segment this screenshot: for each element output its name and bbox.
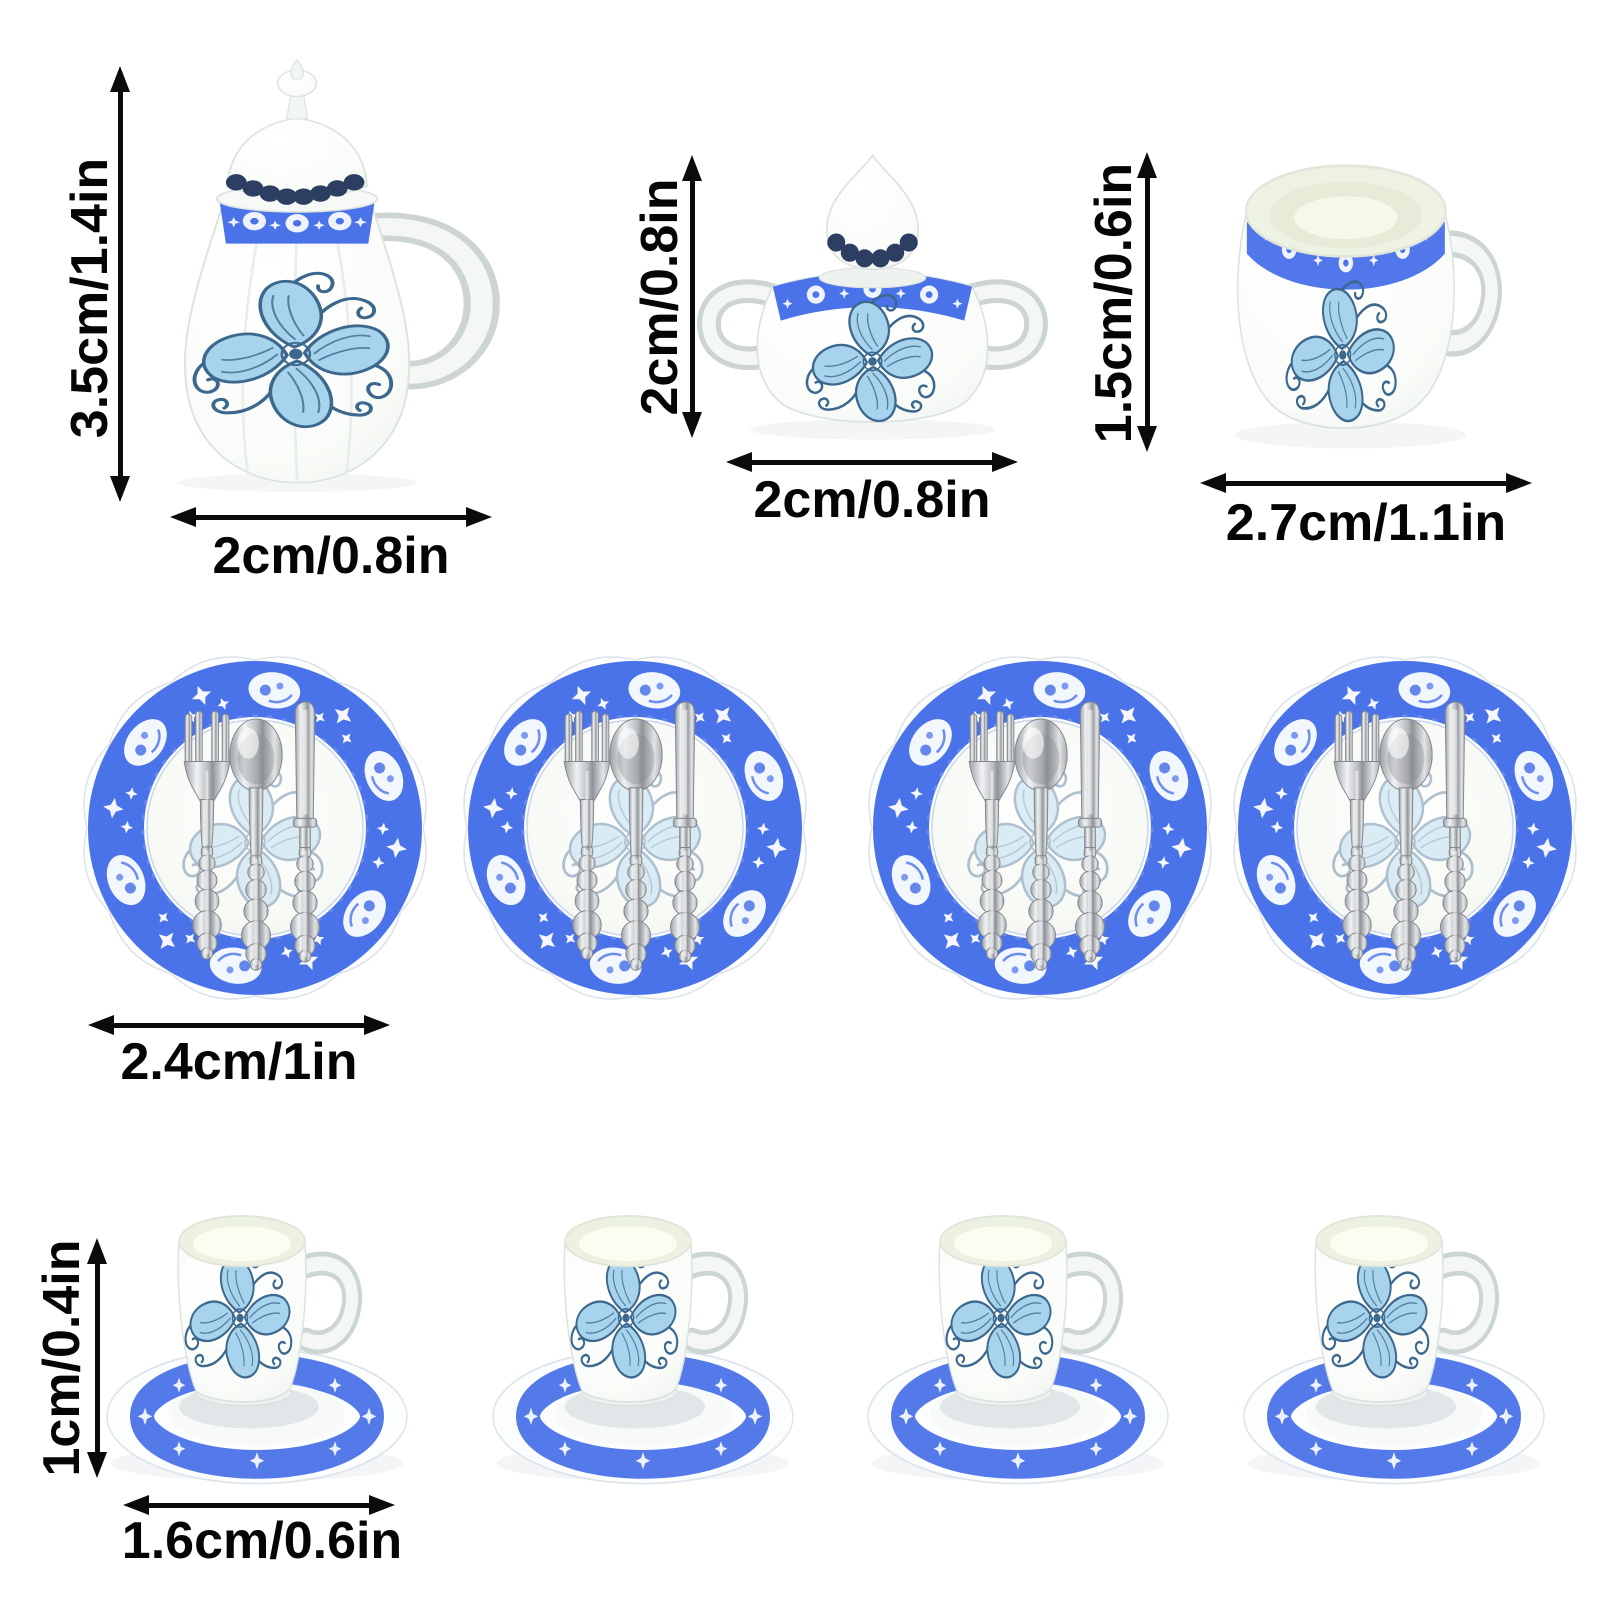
arrow-head-left <box>170 507 196 527</box>
arrow-head-left <box>88 1015 114 1035</box>
arrow-head-up <box>110 66 130 92</box>
arrow-head-left <box>1200 473 1226 493</box>
creamer-image <box>1186 75 1516 475</box>
cup-width-label: 1.6cm/0.6in <box>121 1512 403 1570</box>
teapot-width-label: 2cm/0.8in <box>212 527 450 585</box>
arrow-head-down <box>87 1452 107 1478</box>
arrow-head-down <box>1137 426 1157 452</box>
sugar-bowl-width-arrow <box>726 449 1018 475</box>
sugar-bowl-image <box>680 128 1065 468</box>
cup-height-arrow <box>84 1238 110 1478</box>
cup-height-label: 1cm/0.4in <box>33 1239 91 1477</box>
arrow-head-right <box>364 1015 390 1035</box>
creamer-height-arrow <box>1134 152 1160 452</box>
teapot-height-label: 3.5cm/1.4in <box>61 157 119 439</box>
arrow-line <box>689 171 695 422</box>
sugar-bowl-height-label: 2cm/0.8in <box>631 178 689 416</box>
creamer-height-label: 1.5cm/0.6in <box>1085 162 1143 444</box>
arrow-line <box>1216 480 1516 486</box>
arrow-head-down <box>110 476 130 502</box>
arrow-line <box>139 1502 379 1508</box>
creamer-width-arrow <box>1200 470 1532 496</box>
teapot-width-arrow <box>170 504 492 530</box>
teapot-height-arrow <box>107 66 133 502</box>
plate-width-arrow <box>88 1012 390 1038</box>
plate-width-label: 2.4cm/1in <box>120 1033 358 1091</box>
arrow-head-right <box>466 507 492 527</box>
arrow-line <box>186 514 476 520</box>
plate-cutlery-image-3 <box>860 650 1220 1010</box>
arrow-head-down <box>682 412 702 438</box>
creamer-width-label: 2.7cm/1.1in <box>1225 494 1507 552</box>
sugar-bowl-width-label: 2cm/0.8in <box>753 471 991 529</box>
arrow-head-left <box>726 452 752 472</box>
arrow-line <box>104 1022 374 1028</box>
arrow-head-up <box>682 155 702 181</box>
arrow-line <box>1144 168 1150 436</box>
plate-cutlery-image-2 <box>455 650 815 1010</box>
arrow-head-up <box>1137 152 1157 178</box>
arrow-head-up <box>87 1238 107 1264</box>
arrow-line <box>742 459 1002 465</box>
teacup-saucer-image-4 <box>1224 1150 1564 1510</box>
teacup-saucer-image-3 <box>848 1150 1188 1510</box>
plate-cutlery-image-1 <box>75 650 435 1010</box>
arrow-line <box>94 1254 100 1462</box>
arrow-line <box>117 82 123 486</box>
arrow-head-left <box>123 1495 149 1515</box>
teapot-image <box>103 25 543 495</box>
arrow-head-right <box>1506 473 1532 493</box>
arrow-head-right <box>369 1495 395 1515</box>
arrow-head-right <box>992 452 1018 472</box>
sugar-bowl-height-arrow <box>679 155 705 438</box>
cup-width-arrow <box>123 1492 395 1518</box>
teacup-saucer-image-1 <box>87 1150 427 1510</box>
plate-cutlery-image-4 <box>1225 650 1585 1010</box>
teacup-saucer-image-2 <box>473 1150 813 1510</box>
